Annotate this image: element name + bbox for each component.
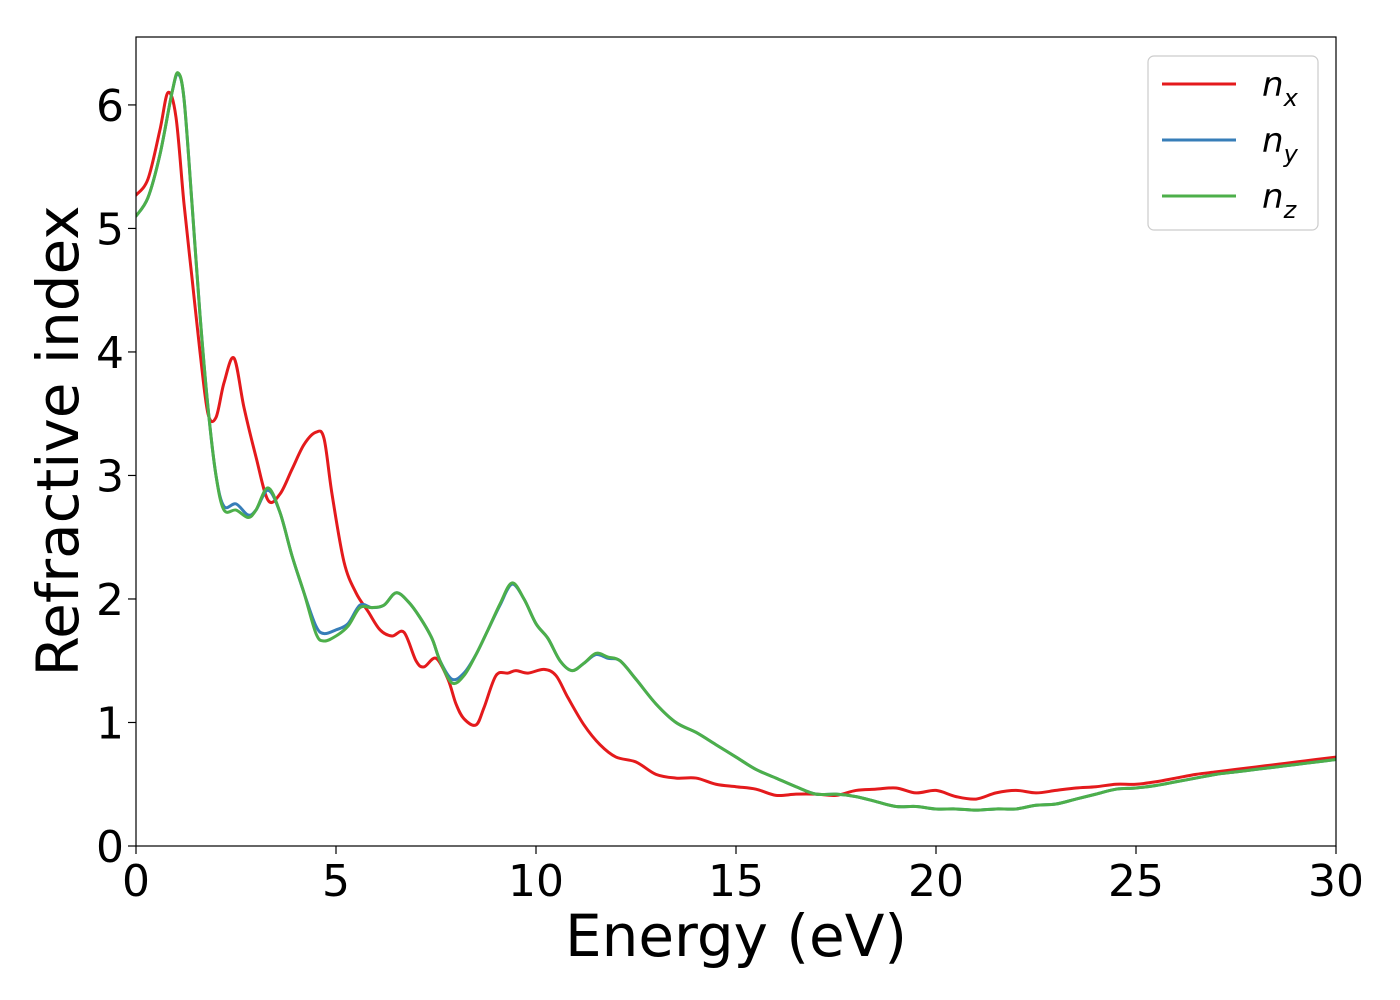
legend-label-ny: ny: [1262, 121, 1299, 168]
series-line-nz: [136, 71, 1336, 812]
x-axis-title: Energy (eV): [565, 902, 907, 970]
y-axis-title: Refractive index: [24, 205, 92, 676]
y-axis: 0 1 2 3 4 5 6: [96, 81, 136, 873]
y-tick-label: 1: [96, 698, 124, 749]
x-axis: 0 5 10 15 20 25 30: [122, 846, 1364, 907]
y-tick-label: 6: [96, 81, 124, 132]
legend-label-base: n: [1262, 121, 1284, 161]
legend-label-nx: nx: [1262, 65, 1299, 112]
legend-frame: [1147, 55, 1319, 231]
y-tick-label: 3: [96, 451, 124, 502]
x-tick-label: 5: [322, 856, 350, 907]
y-tick-label: 0: [96, 822, 124, 873]
x-tick-label: 30: [1308, 856, 1364, 907]
x-tick-label: 25: [1108, 856, 1164, 907]
series-line-nx: [136, 90, 1336, 801]
y-tick-label: 5: [96, 204, 124, 255]
legend-label-subscript: z: [1283, 196, 1298, 224]
y-tick-label: 4: [96, 328, 124, 379]
legend-label-nz: nz: [1262, 177, 1298, 224]
series-layer: [136, 71, 1336, 812]
x-tick-label: 15: [708, 856, 764, 907]
x-tick-label: 0: [122, 856, 150, 907]
legend-label-base: n: [1262, 177, 1284, 217]
legend-label-base: n: [1262, 65, 1284, 105]
legend-label-subscript: y: [1283, 140, 1299, 168]
y-tick-label: 2: [96, 575, 124, 626]
x-tick-label: 20: [908, 856, 964, 907]
x-tick-label: 10: [508, 856, 564, 907]
legend-label-subscript: x: [1283, 84, 1299, 112]
